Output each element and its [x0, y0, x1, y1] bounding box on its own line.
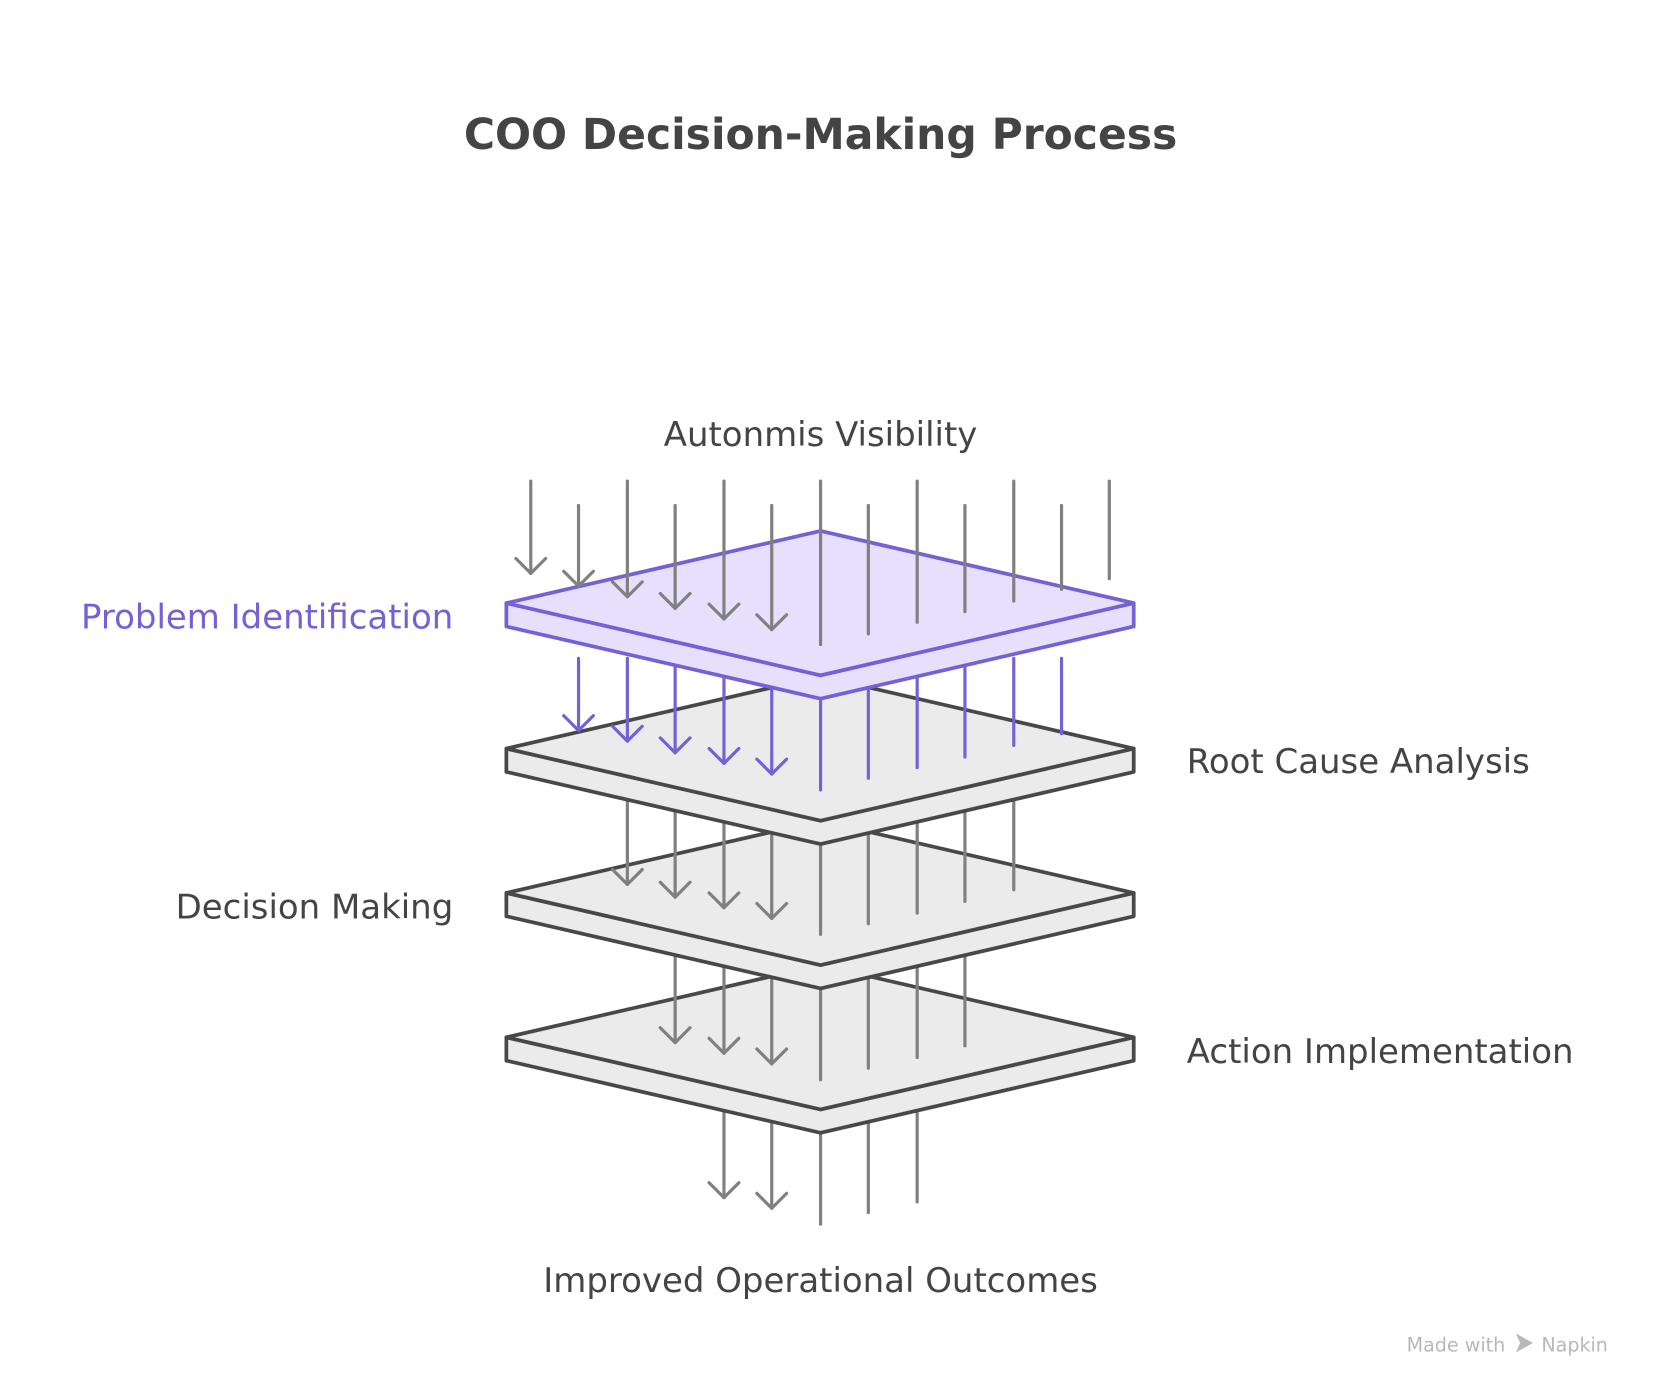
arrowhead-icon	[707, 746, 741, 766]
layer-label-decision-making: Decision Making	[176, 887, 454, 927]
arrowhead-icon	[610, 867, 644, 887]
arrowhead-icon	[562, 569, 595, 588]
footer-brand: Napkin	[1541, 1334, 1608, 1357]
arrowhead-icon	[707, 1036, 741, 1055]
arrowhead-icon	[707, 1181, 741, 1200]
layer-label-problem-identification: Problem Identification	[81, 598, 453, 638]
arrowhead-icon	[755, 613, 789, 632]
arrowhead-icon	[707, 891, 741, 910]
arrowhead-icon	[610, 724, 644, 743]
footer-made-with: Made with	[1407, 1334, 1506, 1357]
arrowhead-icon	[514, 556, 548, 575]
layer-label-action-implementation: Action Implementation	[1187, 1032, 1574, 1072]
arrowhead-icon	[658, 880, 692, 899]
bottom-label: Improved Operational Outcomes	[543, 1261, 1098, 1301]
arrowhead-icon	[755, 1191, 789, 1210]
arrowhead-icon	[658, 1026, 692, 1045]
layer-stack	[504, 479, 1136, 1226]
diagram-title: COO Decision-Making Process	[464, 111, 1177, 160]
arrowhead-icon	[610, 580, 644, 599]
arrowhead-icon	[755, 757, 789, 776]
napkin-logo-icon	[1515, 1333, 1533, 1353]
arrowhead-icon	[658, 591, 692, 611]
arrowhead-icon	[755, 1047, 789, 1066]
arrowhead-icon	[707, 602, 741, 621]
arrowhead-icon	[562, 714, 595, 733]
layer-label-root-cause-analysis: Root Cause Analysis	[1187, 742, 1530, 782]
arrowhead-icon	[658, 736, 692, 755]
arrowhead-icon	[755, 901, 789, 920]
top-label: Autonmis Visibility	[664, 415, 978, 455]
